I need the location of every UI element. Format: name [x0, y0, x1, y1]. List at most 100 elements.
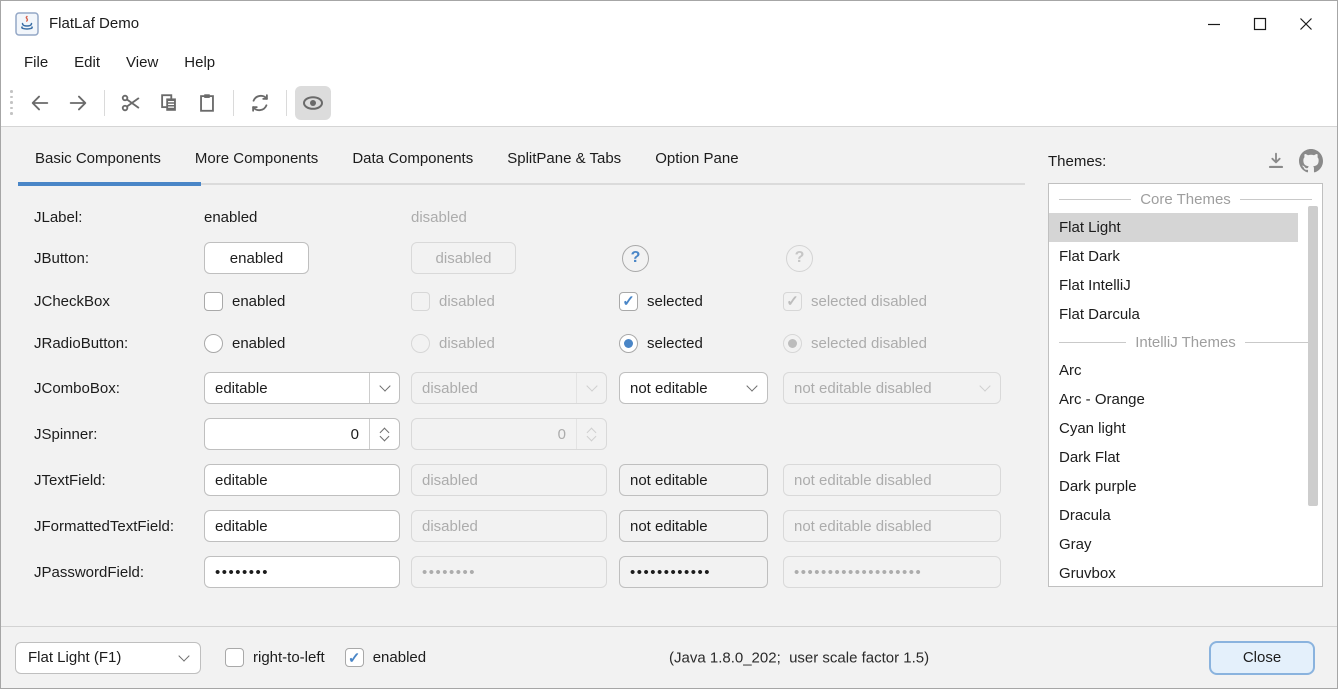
tab-data-components[interactable]: Data Components — [352, 150, 474, 167]
checkbox-box — [225, 648, 244, 667]
themes-group-label: IntelliJ Themes — [1135, 334, 1236, 351]
theme-item-flat-darcula[interactable]: Flat Darcula — [1059, 306, 1140, 323]
grid-cell: disabled — [411, 242, 619, 274]
spinner[interactable]: 0 — [204, 418, 400, 450]
grid-cell: enabled — [204, 291, 411, 311]
cut-button[interactable] — [113, 86, 149, 120]
copy-button[interactable] — [151, 86, 187, 120]
main-content: Basic Components More Components Data Comp… — [1, 128, 1337, 626]
themes-list: Core Themes Flat Light Flat Dark Flat Intel… — [1048, 183, 1323, 587]
grid-cell: enabled — [204, 242, 411, 274]
tab-splitpane-tabs[interactable]: SplitPane & Tabs — [507, 150, 622, 167]
grid-cell: selected disabled — [783, 334, 1001, 353]
combobox-not-editable[interactable]: not editable — [619, 372, 768, 404]
close-button[interactable]: Close — [1209, 640, 1315, 675]
checkbox-box — [783, 291, 802, 311]
status-text: (Java 1.8.0_202; user scale factor 1.5) — [669, 649, 930, 666]
grid-cell: disabled — [411, 510, 619, 542]
combobox-not-editable-disabled: not editable disabled — [783, 372, 1001, 404]
grid-cell: selected disabled — [783, 291, 1001, 311]
tab-more-components[interactable]: More Components — [194, 150, 319, 167]
help-button-disabled: ? — [786, 244, 813, 272]
radio-enabled[interactable]: enabled — [204, 334, 411, 353]
text-field[interactable]: editable — [204, 464, 400, 496]
radio-label: selected disabled — [811, 335, 927, 352]
theme-item-arc-orange[interactable]: Arc - Orange — [1059, 391, 1145, 408]
right-to-left-checkbox[interactable]: right-to-left — [225, 648, 325, 667]
grid-cell: selected — [619, 334, 783, 353]
theme-item-dracula[interactable]: Dracula — [1059, 507, 1111, 524]
jbutton-enabled[interactable]: enabled — [204, 242, 309, 274]
enabled-checkbox[interactable]: enabled — [344, 648, 426, 667]
forward-button[interactable] — [60, 86, 96, 120]
theme-item-cyan-light[interactable]: Cyan light — [1059, 420, 1126, 437]
radio-circle — [204, 334, 223, 353]
toolbar-grip[interactable] — [10, 90, 13, 115]
right-to-left-label: right-to-left — [253, 649, 325, 666]
menubar: File Edit View Help — [1, 46, 1337, 79]
combobox-value: not editable — [630, 379, 708, 397]
theme-item-flat-light[interactable]: Flat Light — [1049, 213, 1298, 242]
theme-item-gray[interactable]: Gray — [1059, 536, 1092, 553]
row-label-jcheckbox: JCheckBox — [34, 292, 110, 310]
clipboard-icon — [199, 93, 214, 112]
theme-item-dark-purple[interactable]: Dark purple — [1059, 478, 1137, 495]
combobox-editable[interactable]: editable — [204, 372, 400, 404]
bottom-bar: Flat Light (F1) right-to-left enabled (J… — [1, 626, 1337, 688]
grid-cell: not editable disabled — [783, 464, 1001, 496]
download-themes-button[interactable] — [1265, 150, 1287, 172]
theme-item-flat-dark[interactable]: Flat Dark — [1059, 248, 1120, 265]
look-and-feel-combobox[interactable]: Flat Light (F1) — [15, 641, 201, 674]
tab-option-pane[interactable]: Option Pane — [655, 150, 739, 167]
grid-cell: disabled — [411, 209, 619, 226]
paste-button[interactable] — [189, 86, 225, 120]
back-button[interactable] — [22, 86, 58, 120]
combobox-disabled: disabled — [411, 372, 607, 404]
themes-label: Themes: — [1048, 152, 1107, 170]
close-window-button[interactable] — [1283, 1, 1329, 46]
refresh-button[interactable] — [242, 86, 278, 120]
checkbox-box — [411, 291, 430, 311]
grid-cell: •••••••••••• — [619, 556, 783, 588]
menu-item-help[interactable]: Help — [184, 54, 216, 71]
combobox-value: disabled — [422, 379, 478, 397]
password-field[interactable]: •••••••••••• — [619, 556, 768, 588]
grid-cell: editable — [204, 510, 411, 542]
spinner-buttons[interactable] — [369, 419, 399, 449]
help-button[interactable]: ? — [622, 244, 649, 272]
theme-item-gruvbox[interactable]: Gruvbox — [1059, 565, 1116, 582]
chevron-down-icon — [168, 649, 200, 662]
password-field[interactable]: •••••••• — [204, 556, 400, 588]
radio-label: enabled — [232, 335, 286, 352]
radio-disabled: disabled — [411, 334, 619, 353]
tab-basic-components[interactable]: Basic Components — [35, 150, 161, 167]
github-link-button[interactable] — [1299, 149, 1323, 173]
toolbar-separator — [285, 89, 287, 116]
maximize-button[interactable] — [1237, 1, 1283, 46]
radio-selected[interactable]: selected — [619, 334, 783, 353]
spinner-buttons — [576, 419, 606, 449]
text-field[interactable]: not editable — [619, 510, 768, 542]
password-field-disabled: •••••••• — [411, 556, 607, 588]
theme-item-arc[interactable]: Arc — [1059, 362, 1082, 379]
selected-tab-underline — [18, 182, 201, 186]
minimize-button[interactable] — [1191, 1, 1237, 46]
theme-item-dark-flat[interactable]: Dark Flat — [1059, 449, 1120, 466]
checkbox-selected[interactable]: selected — [619, 291, 783, 311]
theme-item-flat-intellij[interactable]: Flat IntelliJ — [1059, 277, 1131, 294]
radio-label: selected — [647, 335, 703, 352]
grid-cell: editable — [204, 372, 411, 404]
grid-cell: enabled — [204, 334, 411, 353]
checkbox-selected-disabled: selected disabled — [783, 291, 1001, 311]
menu-item-edit[interactable]: Edit — [74, 54, 101, 71]
menu-item-file[interactable]: File — [24, 54, 49, 71]
chevron-down-icon — [970, 373, 1000, 403]
menu-item-view[interactable]: View — [126, 54, 159, 71]
checkbox-enabled[interactable]: enabled — [204, 291, 411, 311]
text-field[interactable]: not editable — [619, 464, 768, 496]
checkbox-box — [204, 291, 223, 311]
show-hide-toggle-button[interactable] — [294, 85, 331, 120]
combobox-value: not editable disabled — [794, 379, 932, 397]
themes-scrollbar-thumb[interactable] — [1308, 206, 1318, 506]
text-field[interactable]: editable — [204, 510, 400, 542]
